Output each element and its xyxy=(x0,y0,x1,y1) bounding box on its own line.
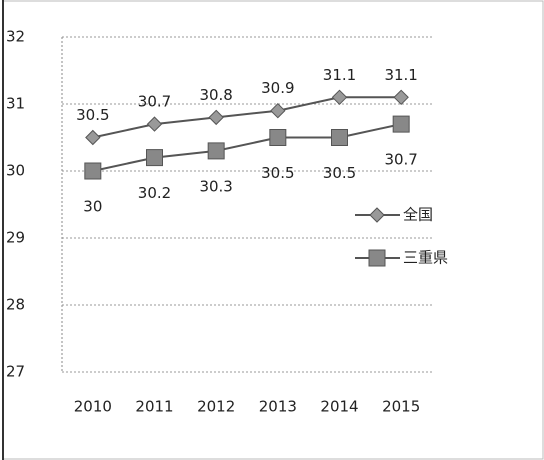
data-label: 31.1 xyxy=(323,66,356,84)
x-tick-label: 2010 xyxy=(74,398,112,416)
data-label: 30.9 xyxy=(261,79,294,97)
data-label: 30.5 xyxy=(76,106,109,124)
legend-marker xyxy=(369,207,385,223)
data-point xyxy=(208,109,224,126)
legend-label: 全国 xyxy=(403,206,433,224)
data-label: 30.3 xyxy=(199,177,232,195)
legend-label: 三重県 xyxy=(403,249,448,267)
x-tick-label: 2015 xyxy=(382,398,420,416)
data-point xyxy=(331,129,348,146)
data-label: 30.2 xyxy=(138,184,171,202)
data-label: 30.8 xyxy=(199,86,232,104)
data-point xyxy=(392,115,410,133)
data-point xyxy=(269,129,287,146)
y-tick-label: 31 xyxy=(6,95,25,113)
y-tick-label: 27 xyxy=(6,363,25,381)
data-label: 30.5 xyxy=(323,164,356,182)
data-label: 30.5 xyxy=(261,164,294,182)
data-point xyxy=(207,142,225,160)
data-point xyxy=(84,162,102,180)
data-point xyxy=(393,89,409,106)
data-point xyxy=(146,149,163,167)
x-tick-label: 2014 xyxy=(320,398,358,416)
x-tick-label: 2011 xyxy=(135,398,173,416)
y-tick-label: 32 xyxy=(6,28,25,46)
x-tick-label: 2013 xyxy=(259,398,297,416)
data-label: 30.7 xyxy=(384,151,417,169)
legend-marker xyxy=(368,249,386,267)
data-label: 30 xyxy=(83,198,102,216)
y-tick-label: 29 xyxy=(6,229,25,247)
data-point xyxy=(270,102,286,119)
data-point xyxy=(85,129,101,146)
data-label: 31.1 xyxy=(384,66,417,84)
y-tick-label: 30 xyxy=(6,162,25,180)
data-point xyxy=(146,116,163,132)
y-tick-label: 28 xyxy=(6,296,25,314)
data-label: 30.7 xyxy=(138,93,171,111)
x-tick-label: 2012 xyxy=(197,398,235,416)
data-point xyxy=(331,89,348,106)
series-line xyxy=(92,123,402,172)
series-line xyxy=(92,96,402,139)
